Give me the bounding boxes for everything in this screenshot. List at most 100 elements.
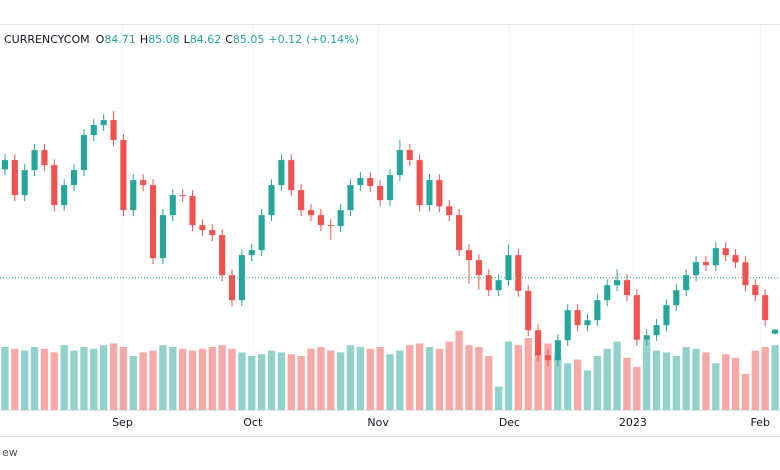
candle-body xyxy=(732,255,739,263)
x-tick-label: Feb xyxy=(751,416,770,429)
volume-bar xyxy=(70,350,78,410)
candle-body xyxy=(633,295,640,340)
volume-bar xyxy=(504,341,513,410)
candle-body xyxy=(288,160,295,191)
volume-bar xyxy=(712,363,720,410)
volume-bar xyxy=(188,350,197,410)
candle-body xyxy=(21,170,28,196)
candle-body xyxy=(436,180,443,207)
volume-bar xyxy=(356,347,365,410)
ohlc-value: 85.05 xyxy=(233,33,265,46)
volume-bar xyxy=(287,354,295,410)
candle-body xyxy=(702,262,710,266)
change-pct: (+0.14%) xyxy=(306,33,359,46)
volume-bar xyxy=(178,348,187,410)
volume-bar xyxy=(139,352,147,410)
volume-bar xyxy=(652,350,661,410)
candle-body xyxy=(347,185,354,211)
volume-bar xyxy=(11,348,19,410)
candle-body xyxy=(228,275,236,301)
candle-body xyxy=(643,335,650,340)
candle-body xyxy=(623,280,631,296)
volume-bar xyxy=(514,345,523,410)
volume-bar xyxy=(593,356,602,410)
candle-body xyxy=(742,262,749,286)
change: +0.12 xyxy=(268,33,302,46)
x-tick-label: Dec xyxy=(499,416,520,429)
candle-body xyxy=(1,160,8,170)
volume-bar xyxy=(603,348,611,410)
volume-bar xyxy=(465,345,473,410)
candle-body xyxy=(752,285,759,296)
volume-bar xyxy=(129,356,137,410)
volume-bar xyxy=(297,356,305,410)
top-bar xyxy=(0,0,780,24)
volume-bar xyxy=(228,348,236,410)
volume-bar xyxy=(208,347,216,410)
candle-body xyxy=(199,225,206,231)
ohlc-label: H xyxy=(140,33,148,46)
volume-bar xyxy=(682,347,690,410)
volume-bar xyxy=(731,357,740,410)
volume-bar xyxy=(583,370,592,410)
candle-body xyxy=(712,248,719,266)
candle-body xyxy=(722,248,729,256)
candle-body xyxy=(140,180,147,186)
volume-bar xyxy=(327,350,335,410)
candle-body xyxy=(298,190,305,211)
candle-body xyxy=(762,295,769,321)
candle-body xyxy=(683,275,690,291)
volume-bar xyxy=(702,352,710,410)
candle-body xyxy=(70,170,78,186)
candle-body xyxy=(100,120,107,126)
volume-bar xyxy=(248,356,256,410)
candle-body xyxy=(51,165,58,206)
volume-bar xyxy=(692,348,700,410)
volume-layer xyxy=(1,330,779,410)
volume-bar xyxy=(277,352,286,410)
candle-body xyxy=(554,340,561,361)
candle-body xyxy=(386,175,394,201)
volume-bar xyxy=(435,348,444,410)
candle-body xyxy=(485,275,492,291)
candle-body xyxy=(307,210,315,216)
volume-bar xyxy=(633,366,641,410)
volume-bar xyxy=(50,352,58,410)
volume-bar xyxy=(346,345,355,410)
volume-bar xyxy=(415,343,424,410)
candle-body xyxy=(475,260,482,276)
volume-bar xyxy=(1,347,9,410)
candle-body xyxy=(248,250,255,256)
volume-bar xyxy=(386,354,394,410)
x-tick-label: Sep xyxy=(112,416,133,429)
candle-body xyxy=(337,210,344,227)
candle-body xyxy=(614,280,621,286)
volume-bar xyxy=(80,347,88,410)
volume-bar xyxy=(613,341,621,410)
symbol: CURRENCYCOM xyxy=(4,33,90,46)
volume-bar xyxy=(119,347,128,410)
volume-bar xyxy=(455,330,463,410)
candle-body xyxy=(219,235,226,276)
candle-body xyxy=(31,150,38,171)
x-tick-label: 2023 xyxy=(619,416,647,429)
ohlc-value: 84.62 xyxy=(190,33,222,46)
volume-bar xyxy=(751,350,759,410)
volume-bar xyxy=(672,356,680,410)
volume-bar xyxy=(238,352,246,410)
volume-bar xyxy=(218,345,226,410)
volume-bar xyxy=(109,343,118,410)
candle-body xyxy=(396,150,403,176)
candle-body xyxy=(574,310,581,326)
candle-body xyxy=(209,230,216,236)
volume-bar xyxy=(494,386,503,410)
candle-body xyxy=(604,285,611,301)
volume-bar xyxy=(485,356,493,410)
volume-bar xyxy=(741,374,750,410)
candle-body xyxy=(416,160,423,206)
volume-bar xyxy=(317,347,325,410)
volume-bar xyxy=(336,352,345,410)
candle-body xyxy=(278,160,285,186)
volume-bar xyxy=(396,350,404,410)
candle-body xyxy=(446,206,453,216)
